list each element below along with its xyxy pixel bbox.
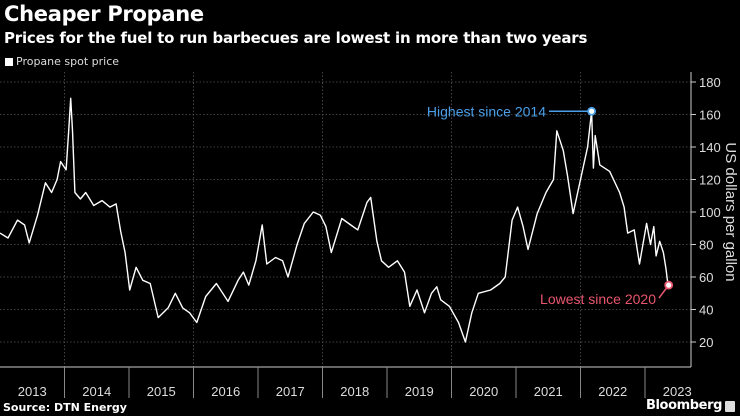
x-tick-label: 2023 — [663, 384, 692, 399]
source-note: Source: DTN Energy — [3, 401, 127, 414]
x-tick-label: 2019 — [405, 384, 434, 399]
x-tick-label: 2018 — [340, 384, 369, 399]
y-tick-label: 20 — [699, 335, 713, 350]
y-tick-label: 40 — [699, 303, 713, 318]
bloomberg-logo: Bloomberg — [645, 398, 722, 413]
y-tick-label: 180 — [699, 75, 721, 90]
series-line-propane — [0, 97, 670, 343]
annotation-marker-low — [664, 280, 674, 290]
x-tick-label: 2022 — [598, 384, 627, 399]
x-tick-label: 2013 — [18, 384, 47, 399]
x-tick-label: 2014 — [82, 384, 111, 399]
annotation-marker-high — [587, 106, 597, 116]
legend-label: Propane spot price — [16, 55, 120, 68]
y-axis-label: US dollars per gallon — [722, 142, 739, 281]
y-tick-label: 120 — [699, 173, 721, 188]
legend: Propane spot price — [5, 55, 119, 68]
x-tick-label: 2017 — [276, 384, 305, 399]
legend-swatch — [5, 57, 13, 66]
x-tick-label: 2020 — [469, 384, 498, 399]
bloomberg-terminal-icon — [725, 401, 735, 412]
y-tick-label: 80 — [699, 238, 713, 253]
chart-title: Cheaper Propane — [4, 2, 204, 26]
x-tick-label: 2015 — [147, 384, 176, 399]
y-tick-label: 60 — [699, 270, 713, 285]
annotation-label-low: Lowest since 2020 — [540, 291, 656, 307]
x-tick-label: 2016 — [211, 384, 240, 399]
y-tick-label: 160 — [699, 108, 721, 123]
x-tick-label: 2021 — [534, 384, 563, 399]
y-tick-label: 100 — [699, 205, 721, 220]
chart-subtitle: Prices for the fuel to run barbecues are… — [4, 29, 588, 47]
y-tick-label: 140 — [699, 140, 721, 155]
annotation-label-high: Highest since 2014 — [427, 103, 546, 119]
